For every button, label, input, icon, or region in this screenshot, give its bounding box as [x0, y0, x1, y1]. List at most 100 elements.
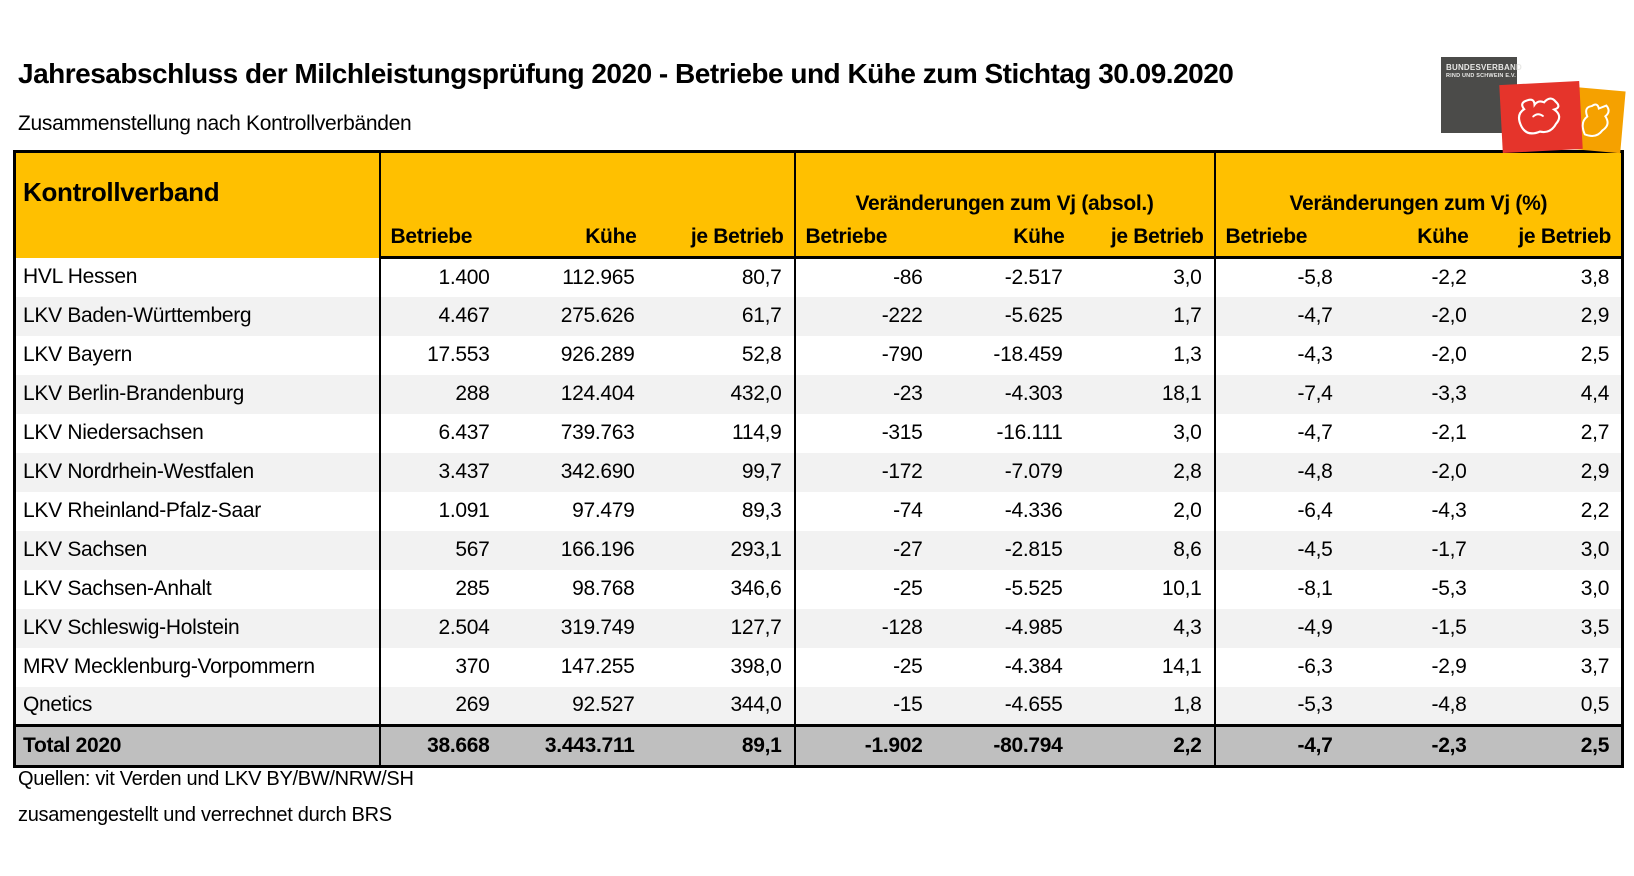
table-row: LKV Sachsen-Anhalt 285 98.768 346,6 -25 …: [15, 569, 1623, 609]
row-label: LKV Nordrhein-Westfalen: [14, 452, 380, 492]
row-label: LKV Berlin-Brandenburg: [14, 374, 380, 414]
row-value: 17.553: [378, 335, 502, 375]
row-value: -4,3: [1213, 335, 1345, 375]
row-value: -172: [793, 452, 935, 492]
row-label: LKV Niedersachsen: [23, 421, 204, 444]
logo-org-subname: RIND UND SCHWEIN E.V.: [1446, 73, 1517, 79]
row-value: 739.763: [560, 421, 635, 444]
row-value: 319.749: [501, 608, 647, 648]
row-value: -25: [793, 569, 935, 609]
table-header: Kontrollverband Veränderungen zum Vj (ab…: [14, 151, 1623, 259]
row-value: 98.768: [572, 577, 635, 600]
row-value: -7,4: [1213, 374, 1345, 414]
row-value: -222: [793, 296, 935, 336]
row-value: -3,3: [1344, 374, 1479, 414]
row-value: -4,9: [1213, 608, 1345, 648]
source-note: Quellen: vit Verden und LKV BY/BW/NRW/SH: [18, 768, 414, 790]
page-subtitle: Zusammenstellung nach Kontrollverbänden: [18, 112, 412, 135]
row-value: -5,3: [1431, 577, 1467, 600]
row-value: 926.289: [560, 343, 635, 366]
group-header-absolute: Veränderungen zum Vj (absol.): [793, 151, 1215, 218]
row-value: -2,1: [1431, 421, 1467, 444]
col-header-je-betrieb: je Betrieb: [646, 217, 795, 259]
row-value: -4.336: [1004, 499, 1063, 522]
row-value: -5,3: [1213, 686, 1345, 726]
row-value: 112.965: [562, 265, 635, 289]
logo-orange-square: [1566, 86, 1626, 154]
row-value: 2.504: [378, 608, 502, 648]
row-value: 342.690: [501, 452, 647, 492]
table-row: LKV Rheinland-Pfalz-Saar 1.091 97.479 89…: [15, 491, 1623, 531]
row-value: 293,1: [646, 530, 795, 570]
row-value: -1,5: [1344, 608, 1479, 648]
header-spacer: [378, 151, 795, 218]
row-value: -4.985: [934, 608, 1075, 648]
row-label: LKV Sachsen-Anhalt: [23, 577, 212, 600]
total-value: 38.668: [378, 724, 502, 767]
row-label: MRV Mecklenburg-Vorpommern: [23, 655, 315, 678]
row-value: 99,7: [646, 452, 795, 492]
row-value: -15: [793, 686, 935, 726]
row-value: 2,7: [1580, 421, 1610, 444]
corner-header: Kontrollverband: [14, 151, 380, 258]
row-value: 127,7: [646, 608, 795, 648]
row-value: 3,8: [1580, 265, 1610, 289]
row-value: 1.091: [378, 491, 502, 531]
page-title: Jahresabschluss der Milchleistungsprüfun…: [18, 58, 1234, 89]
table-row: LKV Niedersachsen 6.437 739.763 114,9 -3…: [15, 413, 1623, 453]
row-value: 3.437: [378, 452, 502, 492]
row-value: 288: [378, 374, 502, 414]
row-value: 1,7: [1074, 296, 1215, 336]
row-value: -4.655: [934, 686, 1075, 726]
row-value: 4,4: [1478, 374, 1623, 414]
row-value: -4,3: [1431, 499, 1467, 522]
row-value: 398,0: [730, 655, 782, 678]
row-label: LKV Rheinland-Pfalz-Saar: [23, 499, 261, 522]
table-row: LKV Berlin-Brandenburg 288 124.404 432,0…: [14, 374, 1623, 414]
col-header-betriebe-abs: Betriebe: [793, 217, 935, 259]
cow-icon: [1511, 91, 1572, 144]
row-value: -2,9: [1431, 655, 1467, 678]
row-value: -2,0: [1344, 296, 1479, 336]
row-value: -128: [793, 608, 935, 648]
table-body: HVL Hessen 1.400 112.965 80,7 -86 -2.517…: [14, 257, 1623, 726]
row-value: -86: [793, 257, 935, 297]
col-header-je-betrieb-pct: je Betrieb: [1478, 217, 1623, 259]
row-value: -6,4: [1213, 491, 1345, 531]
row-value: -2,0: [1431, 343, 1467, 366]
row-value: 14,1: [1161, 655, 1202, 678]
row-value: 166.196: [501, 530, 647, 570]
mlp-results-table: Kontrollverband Veränderungen zum Vj (ab…: [13, 150, 1625, 768]
row-value: 1,3: [1173, 343, 1202, 366]
row-value: 10,1: [1161, 577, 1202, 600]
row-value: -4,7: [1213, 296, 1345, 336]
row-value: -8,1: [1213, 569, 1345, 609]
row-value: 89,3: [741, 499, 782, 522]
row-label: LKV Bayern: [23, 343, 133, 366]
col-header-betriebe: Betriebe: [378, 217, 502, 259]
row-value: 92.527: [501, 686, 647, 726]
total-value: -80.794: [934, 724, 1075, 767]
row-value: 3,7: [1580, 655, 1610, 678]
row-value: -27: [793, 530, 935, 570]
row-value: -4.303: [934, 374, 1075, 414]
row-value: 432,0: [646, 374, 795, 414]
row-value: -23: [793, 374, 935, 414]
row-value: -25: [793, 647, 935, 687]
table-row: LKV Schleswig-Holstein 2.504 319.749 127…: [14, 608, 1623, 648]
row-value: 346,6: [730, 577, 782, 600]
row-value: 269: [378, 686, 502, 726]
row-value: 3,0: [1580, 577, 1610, 600]
row-value: 567: [378, 530, 502, 570]
pig-icon: [1576, 95, 1616, 146]
col-header-kuehe-abs: Kühe: [934, 217, 1075, 259]
row-value: 3,0: [1478, 530, 1623, 570]
table-row: MRV Mecklenburg-Vorpommern 370 147.255 3…: [15, 647, 1623, 687]
row-value: 147.255: [560, 655, 635, 678]
row-value: -74: [793, 491, 935, 531]
row-value: -790: [793, 335, 935, 375]
row-value: -2,2: [1431, 265, 1467, 289]
row-value: 3,0: [1173, 265, 1202, 289]
row-value: 1,8: [1074, 686, 1215, 726]
row-value: -2.815: [934, 530, 1075, 570]
